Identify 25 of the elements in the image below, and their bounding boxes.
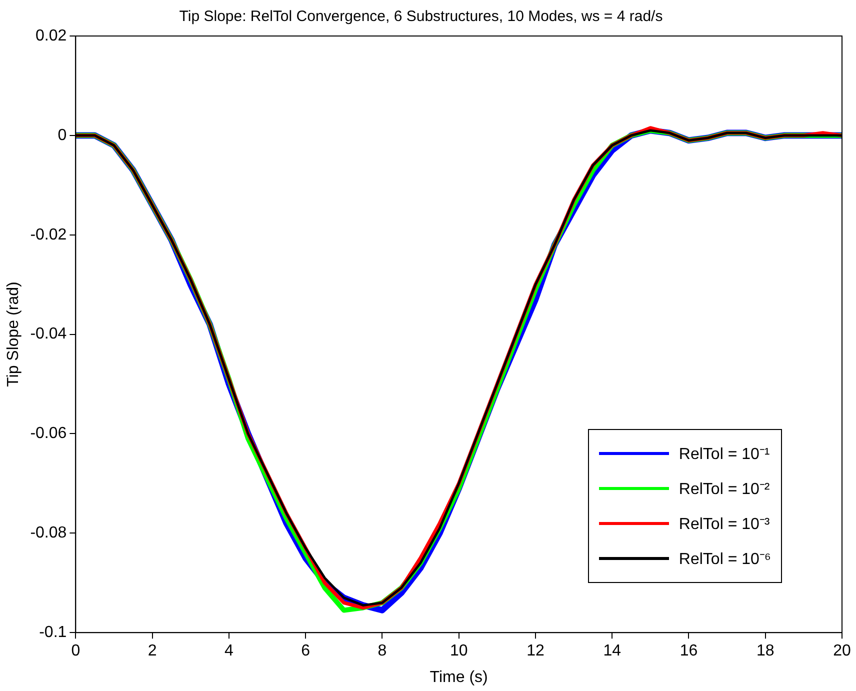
- x-tick-label: 16: [680, 642, 698, 660]
- legend-label: RelTol = 10⁻²: [678, 480, 770, 500]
- x-tick-label: 2: [148, 642, 157, 660]
- x-tick-label: 8: [378, 642, 387, 660]
- y-tick-label: -0.04: [30, 326, 67, 343]
- legend-label: RelTol = 10⁻¹: [678, 445, 770, 464]
- y-axis-title: Tip Slope (rad): [5, 282, 22, 387]
- x-axis-title: Time (s): [430, 668, 488, 686]
- x-tick-label: 12: [526, 642, 544, 660]
- y-tick-label: -0.1: [39, 624, 67, 642]
- legend-label: RelTol = 10⁻³: [678, 515, 770, 534]
- x-tick-label: 18: [756, 642, 774, 660]
- x-tick-label: 14: [603, 642, 622, 660]
- y-tick-label: 0: [58, 126, 67, 144]
- y-tick-label: 0.02: [36, 27, 67, 44]
- x-tick-label: 0: [71, 642, 80, 660]
- chart-title: Tip Slope: RelTol Convergence, 6 Substructures, 10 Modes, ws = 4 rad/s: [179, 8, 663, 26]
- y-tick-label: -0.02: [30, 226, 67, 244]
- y-tick-label: -0.08: [30, 524, 67, 542]
- x-tick-label: 10: [450, 642, 468, 660]
- x-tick-label: 4: [224, 642, 234, 660]
- x-tick-label: 6: [301, 642, 310, 660]
- legend-label: RelTol = 10⁻⁶: [678, 550, 771, 570]
- x-tick-label: 20: [833, 642, 851, 660]
- y-tick-label: -0.06: [30, 425, 67, 442]
